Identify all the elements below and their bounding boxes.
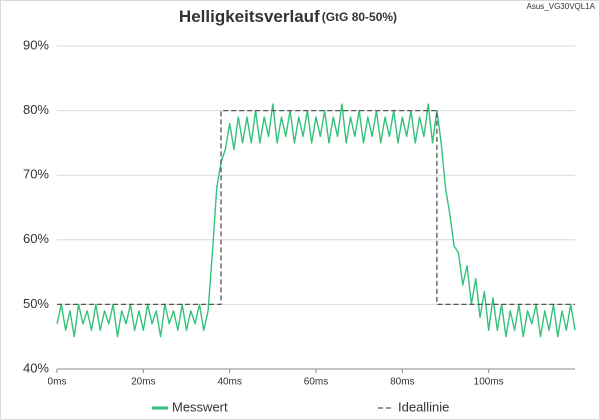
chart-title: Helligkeitsverlauf [179,7,320,26]
series-line [57,109,575,306]
y-tick-label: 70% [23,167,49,182]
x-tick-label: 80ms [390,377,414,388]
y-tick-label: 80% [23,102,49,117]
series-line [56,103,576,338]
chart-subtitle: (GtG 80-50%) [322,10,397,24]
y-tick-label: 40% [23,360,49,375]
legend-label: Ideallinie [398,399,449,414]
x-tick-label: 20ms [131,377,155,388]
x-tick-label: 100ms [474,377,504,388]
legend-label: Messwert [172,399,228,414]
x-tick-label: 60ms [304,377,328,388]
annotation: Asus_VG30VQL1A [527,2,596,11]
y-tick-label: 60% [23,231,49,246]
x-tick-label: 40ms [217,377,241,388]
x-tick-label: 0ms [48,377,67,388]
chart-heading: Helligkeitsverlauf (GtG 80-50%) [179,7,397,26]
y-tick-label: 50% [23,296,49,311]
y-tick-label: 90% [23,37,49,52]
